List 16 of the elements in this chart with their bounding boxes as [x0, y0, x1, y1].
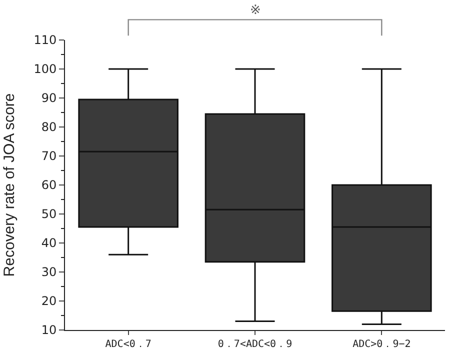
- y-tick-label: 70: [41, 149, 57, 164]
- text: ※: [250, 3, 261, 18]
- y-tick-label: 20: [41, 294, 57, 308]
- y-tick-label: 30: [41, 265, 57, 280]
- y-tick-label: 100: [34, 62, 57, 76]
- y-tick-label: 110: [34, 33, 57, 48]
- y-tick-label: 90: [41, 91, 57, 106]
- y-axis-title: Recovery rate of JOA score: [0, 93, 18, 277]
- y-tick-label: 80: [41, 120, 57, 134]
- y-tick-label: 60: [41, 178, 57, 192]
- x-tick-label: 0．7<ADC<0．9: [218, 339, 292, 350]
- y-tick-label: 40: [41, 236, 57, 250]
- x-tick-label: ADC>0．9−2: [352, 339, 411, 350]
- y-tick-label: 50: [41, 207, 57, 222]
- x-tick-label: ADC<0．7: [105, 339, 152, 350]
- y-tick-label: 10: [41, 323, 57, 338]
